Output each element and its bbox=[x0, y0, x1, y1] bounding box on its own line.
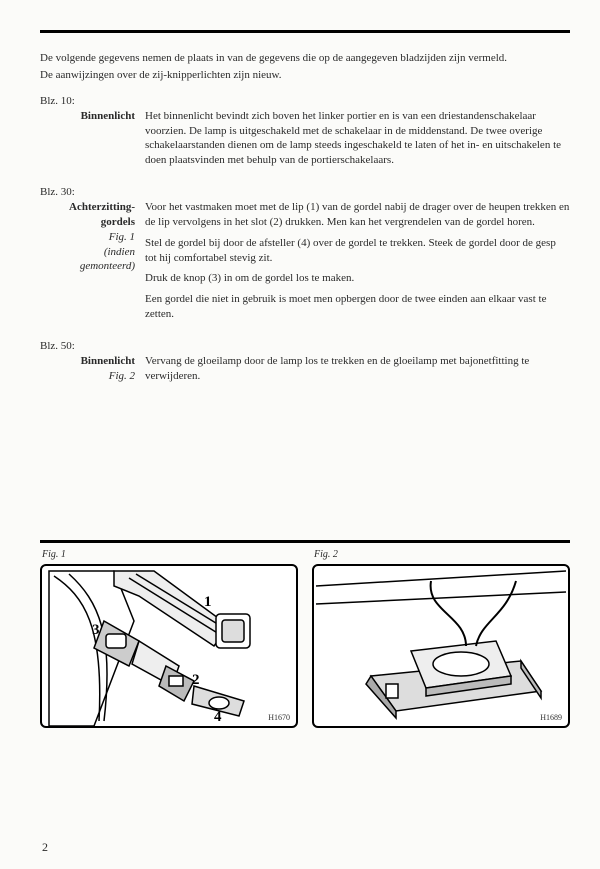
section-ref: Blz. 10: bbox=[40, 95, 570, 107]
figure-code: H1689 bbox=[540, 713, 562, 722]
entry-label: Binnenlicht Fig. 2 bbox=[40, 354, 145, 384]
entry-label: Binnenlicht bbox=[40, 109, 145, 124]
body-text: Druk de knop (3) in om de gordel los te … bbox=[145, 271, 570, 286]
figures-row: Fig. 1 bbox=[40, 549, 570, 728]
figure-1: Fig. 1 bbox=[40, 549, 298, 728]
figure-caption: Fig. 2 bbox=[314, 549, 570, 560]
label-bold: Binnenlicht bbox=[81, 355, 135, 367]
body-text: Stel de gordel bij door de afsteller (4)… bbox=[145, 236, 570, 266]
section-blz30: Blz. 30: Achterzitting- gordels Fig. 1 (… bbox=[40, 186, 570, 328]
page-number: 2 bbox=[42, 840, 48, 855]
body-text: Het binnenlicht bevindt zich boven het l… bbox=[145, 109, 570, 168]
section-ref: Blz. 30: bbox=[40, 186, 570, 198]
label-bold: Binnenlicht bbox=[81, 110, 135, 122]
label-italic: gemonteerd) bbox=[80, 260, 135, 272]
intro-block: De volgende gegevens nemen de plaats in … bbox=[40, 51, 570, 83]
intro-line-1: De volgende gegevens nemen de plaats in … bbox=[40, 51, 570, 66]
label-bold: Achterzitting- bbox=[69, 201, 135, 213]
seatbelt-illustration-icon: 1 2 3 4 bbox=[42, 566, 296, 726]
figure-code: H1670 bbox=[268, 713, 290, 722]
body-text: Vervang de gloeilamp door de lamp los te… bbox=[145, 354, 570, 384]
entry-label: Achterzitting- gordels Fig. 1 (indien ge… bbox=[40, 200, 145, 274]
entry-body: Het binnenlicht bevindt zich boven het l… bbox=[145, 109, 570, 174]
top-rule bbox=[40, 30, 570, 33]
label-italic: Fig. 1 bbox=[109, 231, 135, 243]
callout-4: 4 bbox=[214, 709, 222, 725]
section-ref: Blz. 50: bbox=[40, 340, 570, 352]
section-blz10: Blz. 10: Binnenlicht Het binnenlicht bev… bbox=[40, 95, 570, 174]
intro-line-2: De aanwijzingen over de zij-knipperlicht… bbox=[40, 68, 570, 83]
interior-light-illustration-icon bbox=[314, 566, 568, 726]
figures-rule bbox=[40, 540, 570, 543]
label-italic: Fig. 2 bbox=[109, 370, 135, 382]
figure-2: Fig. 2 bbox=[312, 549, 570, 728]
body-text: Een gordel die niet in gebruik is moet m… bbox=[145, 292, 570, 322]
figure-box: 1 2 3 4 H1670 bbox=[40, 564, 298, 728]
figure-box: H1689 bbox=[312, 564, 570, 728]
manual-page: De volgende gegevens nemen de plaats in … bbox=[0, 0, 600, 869]
callout-1: 1 bbox=[204, 594, 212, 610]
callout-2: 2 bbox=[192, 672, 200, 688]
body-text: Voor het vastmaken moet met de lip (1) v… bbox=[145, 200, 570, 230]
entry-body: Voor het vastmaken moet met de lip (1) v… bbox=[145, 200, 570, 328]
callout-3: 3 bbox=[92, 622, 100, 638]
figure-caption: Fig. 1 bbox=[42, 549, 298, 560]
label-italic: (indien bbox=[104, 246, 135, 258]
label-bold: gordels bbox=[101, 216, 135, 228]
entry: Binnenlicht Fig. 2 Vervang de gloeilamp … bbox=[40, 354, 570, 390]
section-blz50: Blz. 50: Binnenlicht Fig. 2 Vervang de g… bbox=[40, 340, 570, 390]
entry: Achterzitting- gordels Fig. 1 (indien ge… bbox=[40, 200, 570, 328]
entry-body: Vervang de gloeilamp door de lamp los te… bbox=[145, 354, 570, 390]
entry: Binnenlicht Het binnenlicht bevindt zich… bbox=[40, 109, 570, 174]
